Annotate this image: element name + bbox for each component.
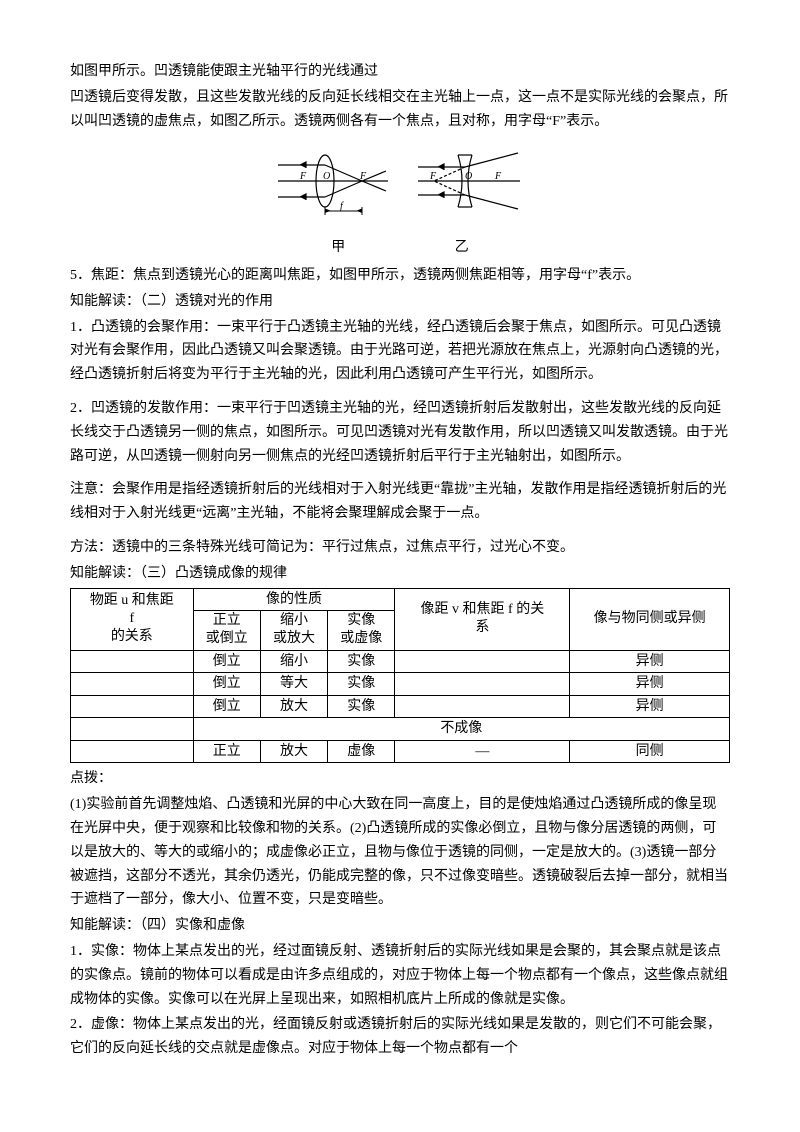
svg-text:F: F (429, 171, 437, 182)
paragraph-7: 方法：透镜中的三条特殊光线可简记为：平行过焦点，过焦点平行，过光心不变。 (70, 536, 730, 560)
paragraph-1: 如图甲所示。凹透镜能使跟主光轴平行的光线通过 (70, 60, 730, 84)
table-head-image-distance: 像距 v 和焦距 f 的关 系 (395, 588, 570, 650)
paragraph-2: 凹透镜后变得发散，且这些发散光线的反向延长线相交在主光轴上一点，这一点不是实际光… (70, 86, 730, 134)
paragraph-8: 点拨： (70, 767, 730, 791)
paragraph-10: 1．实像：物体上某点发出的光，经过面镜反射、透镜折射后的实际光线如果是会聚的，其… (70, 940, 730, 1011)
table-row: 正立 放大 虚像 — 同侧 (71, 740, 730, 763)
lens-diagram: F O F f (70, 141, 730, 230)
paragraph-6: 注意：会聚作用是指经透镜折射后的光线相对于入射光线更“靠拢”主光轴，发散作用是指… (70, 478, 730, 526)
table-subhead-real: 实像或虚像 (328, 611, 395, 650)
table-head-side: 像与物同侧或异侧 (570, 588, 730, 650)
svg-text:F: F (299, 171, 307, 182)
svg-text:f: f (340, 201, 344, 212)
table-subhead-orientation: 正立或倒立 (193, 611, 260, 650)
table-row: 不成像 (71, 718, 730, 741)
svg-text:O: O (465, 171, 472, 182)
table-row: 倒立 放大 实像 异侧 (71, 695, 730, 718)
svg-text:F: F (359, 171, 367, 182)
table-row: 倒立 等大 实像 异侧 (71, 673, 730, 696)
svg-text:F: F (494, 171, 502, 182)
paragraph-4: 1．凸透镜的会聚作用：一束平行于凸透镜主光轴的光线，经凸透镜后会聚于焦点，如图所… (70, 316, 730, 387)
paragraph-5: 2．凹透镜的发散作用：一束平行于凹透镜主光轴的光，经凹透镜折射后发散射出，这些发… (70, 397, 730, 468)
heading-2: 知能解读：（二）透镜对光的作用 (70, 290, 730, 314)
table-head-image-property: 像的性质 (193, 588, 395, 611)
paragraph-3: 5．焦距：焦点到透镜光心的距离叫焦距，如图甲所示，透镜两侧焦距相等，用字母“f”… (70, 264, 730, 288)
heading-3: 知能解读：（三）凸透镜成像的规律 (70, 562, 730, 586)
imaging-rules-table: 物距 u 和焦距 f 的关系 像的性质 像距 v 和焦距 f 的关 系 像与物同… (70, 588, 730, 764)
svg-text:O: O (323, 171, 330, 182)
paragraph-9: (1)实验前首先调整烛焰、凸透镜和光屏的中心大致在同一高度上，目的是使烛焰通过凸… (70, 793, 730, 912)
table-row: 倒立 缩小 实像 异侧 (71, 650, 730, 673)
paragraph-11: 2．虚像：物体上某点发出的光，经面镜反射或透镜折射后的实际光线如果是发散的，则它… (70, 1013, 730, 1061)
table-subhead-size: 缩小或放大 (260, 611, 327, 650)
caption-left: 甲 (278, 236, 398, 260)
caption-right: 乙 (402, 236, 522, 260)
table-no-image-row: 不成像 (193, 718, 729, 741)
heading-4: 知能解读：（四）实像和虚像 (70, 914, 730, 938)
diagram-caption: 甲 乙 (70, 236, 730, 260)
table-head-object-distance: 物距 u 和焦距 f 的关系 (71, 588, 194, 650)
table-row: 物距 u 和焦距 f 的关系 像的性质 像距 v 和焦距 f 的关 系 像与物同… (71, 588, 730, 611)
